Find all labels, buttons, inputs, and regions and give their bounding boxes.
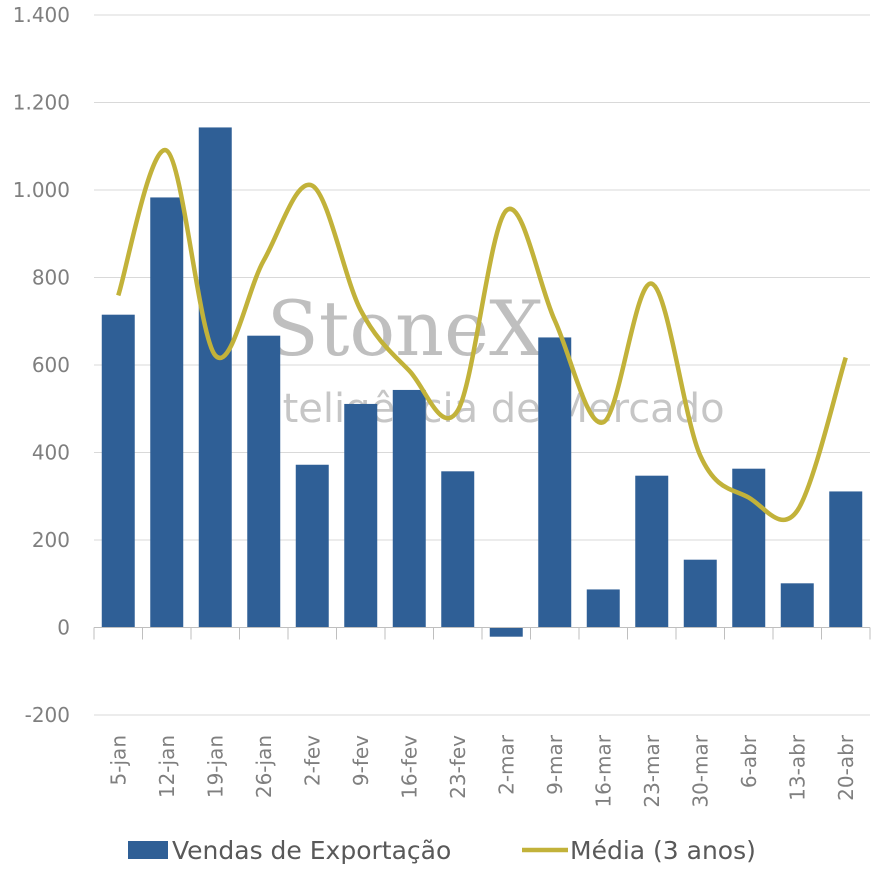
x-tick-label: 26-jan <box>252 735 276 798</box>
x-tick-label: 13-abr <box>785 734 809 801</box>
bar <box>198 127 232 628</box>
bar <box>247 335 281 628</box>
bar <box>489 627 523 637</box>
x-tick-label: 9-fev <box>349 735 373 786</box>
legend-label: Média (3 anos) <box>570 836 756 865</box>
x-tick-label: 12-jan <box>155 735 179 798</box>
x-tick-label: 16-fev <box>397 735 421 799</box>
y-tick-label: 1.000 <box>13 178 70 202</box>
y-tick-label: -200 <box>25 703 70 727</box>
bar <box>780 583 814 628</box>
bar <box>683 559 717 628</box>
x-tick-label: 23-mar <box>640 734 664 807</box>
y-tick-label: 0 <box>57 616 70 640</box>
y-tick-label: 1.200 <box>13 91 70 115</box>
y-tick-label: 800 <box>32 266 70 290</box>
bar <box>538 337 572 628</box>
x-tick-label: 2-mar <box>494 734 518 795</box>
bar <box>150 197 184 628</box>
x-tick-label: 5-jan <box>106 735 130 785</box>
legend-swatch <box>128 841 168 859</box>
y-tick-label: 400 <box>32 441 70 465</box>
y-tick-label: 1.400 <box>13 3 70 27</box>
y-tick-label: 600 <box>32 353 70 377</box>
bar <box>635 475 669 628</box>
x-tick-label: 9-mar <box>543 734 567 795</box>
bar <box>392 389 426 628</box>
bar <box>586 589 620 628</box>
x-tick-label: 23-fev <box>446 735 470 799</box>
x-tick-label: 19-jan <box>203 735 227 798</box>
bar <box>295 464 329 628</box>
bar <box>829 491 863 628</box>
legend-label: Vendas de Exportação <box>172 836 451 865</box>
y-tick-label: 200 <box>32 528 70 552</box>
x-tick-label: 20-abr <box>834 734 858 801</box>
bar <box>101 314 135 628</box>
bar <box>441 471 475 628</box>
x-tick-label: 2-fev <box>300 735 324 786</box>
x-tick-label: 6-abr <box>737 734 761 788</box>
watermark-brand: StoneX <box>267 284 543 373</box>
watermark-tagline: Inteligência de Mercado <box>245 386 724 432</box>
x-tick-label: 30-mar <box>688 734 712 807</box>
bar <box>344 403 378 628</box>
line <box>116 148 848 522</box>
x-tick-label: 16-mar <box>591 734 615 807</box>
